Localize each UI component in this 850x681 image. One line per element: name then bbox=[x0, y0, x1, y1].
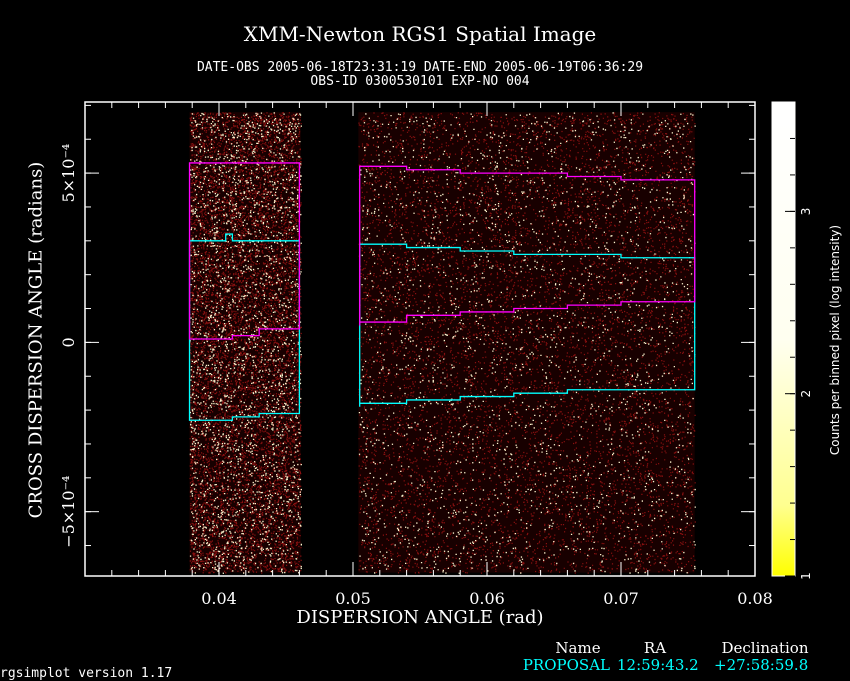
high-count-pixels-1 bbox=[189, 112, 302, 574]
region-source2-1 bbox=[188, 162, 301, 340]
x-tick-label: 0.04 bbox=[201, 589, 237, 608]
colorbar-frame bbox=[771, 101, 796, 577]
chart-subtitle-obsid: OBS-ID 0300530101 EXP-NO 004 bbox=[310, 74, 530, 89]
region-proposal-2 bbox=[359, 243, 696, 407]
colorbar-ticks: 1 2 3 bbox=[785, 137, 813, 580]
y-tick-label: 0 bbox=[59, 337, 78, 347]
legend-dec: +27:58:59.8 bbox=[714, 656, 808, 674]
colorbar-tick-label: 2 bbox=[799, 390, 813, 398]
ccd-region-2 bbox=[358, 112, 695, 573]
legend-header: Name bbox=[555, 639, 600, 657]
legend-ra: 12:59:43.2 bbox=[617, 656, 699, 674]
y-tick-label: −5×10⁻⁴ bbox=[59, 476, 78, 548]
x-tick-label: 0.08 bbox=[737, 589, 773, 608]
x-axis-label: DISPERSION ANGLE (rad) bbox=[296, 607, 544, 628]
plot-frame bbox=[84, 101, 756, 577]
legend-header: RA bbox=[644, 639, 666, 657]
legend-name: PROPOSAL bbox=[523, 656, 610, 674]
source-legend: Name RA Declination PROPOSAL 12:59:43.2 +27:5… bbox=[523, 639, 809, 674]
version-text: rgsimplot version 1.17 bbox=[0, 666, 173, 681]
y-tick-label: 5×10⁻⁴ bbox=[59, 144, 78, 203]
axis-ticks: 0.04 0.05 0.06 0.07 0.08 5×10⁻⁴ 0 −5×10⁻⁴ bbox=[59, 102, 773, 608]
x-tick-label: 0.07 bbox=[603, 589, 639, 608]
extraction-regions bbox=[188, 162, 696, 421]
low-count-pixels-2 bbox=[358, 112, 696, 574]
x-tick-label: 0.05 bbox=[335, 589, 371, 608]
legend-header: Declination bbox=[721, 639, 808, 657]
chart-subtitle-dates: DATE-OBS 2005-06-18T23:31:19 DATE-END 20… bbox=[196, 60, 644, 75]
colorbar-tick-label: 1 bbox=[799, 572, 813, 580]
chart-title: XMM-Newton RGS1 Spatial Image bbox=[243, 22, 597, 46]
colorbar bbox=[772, 102, 795, 576]
x-tick-label: 0.06 bbox=[469, 589, 505, 608]
colorbar-tick-label: 3 bbox=[799, 208, 813, 216]
counts-pixel-layer bbox=[189, 112, 696, 574]
region-source2-2 bbox=[359, 165, 696, 326]
